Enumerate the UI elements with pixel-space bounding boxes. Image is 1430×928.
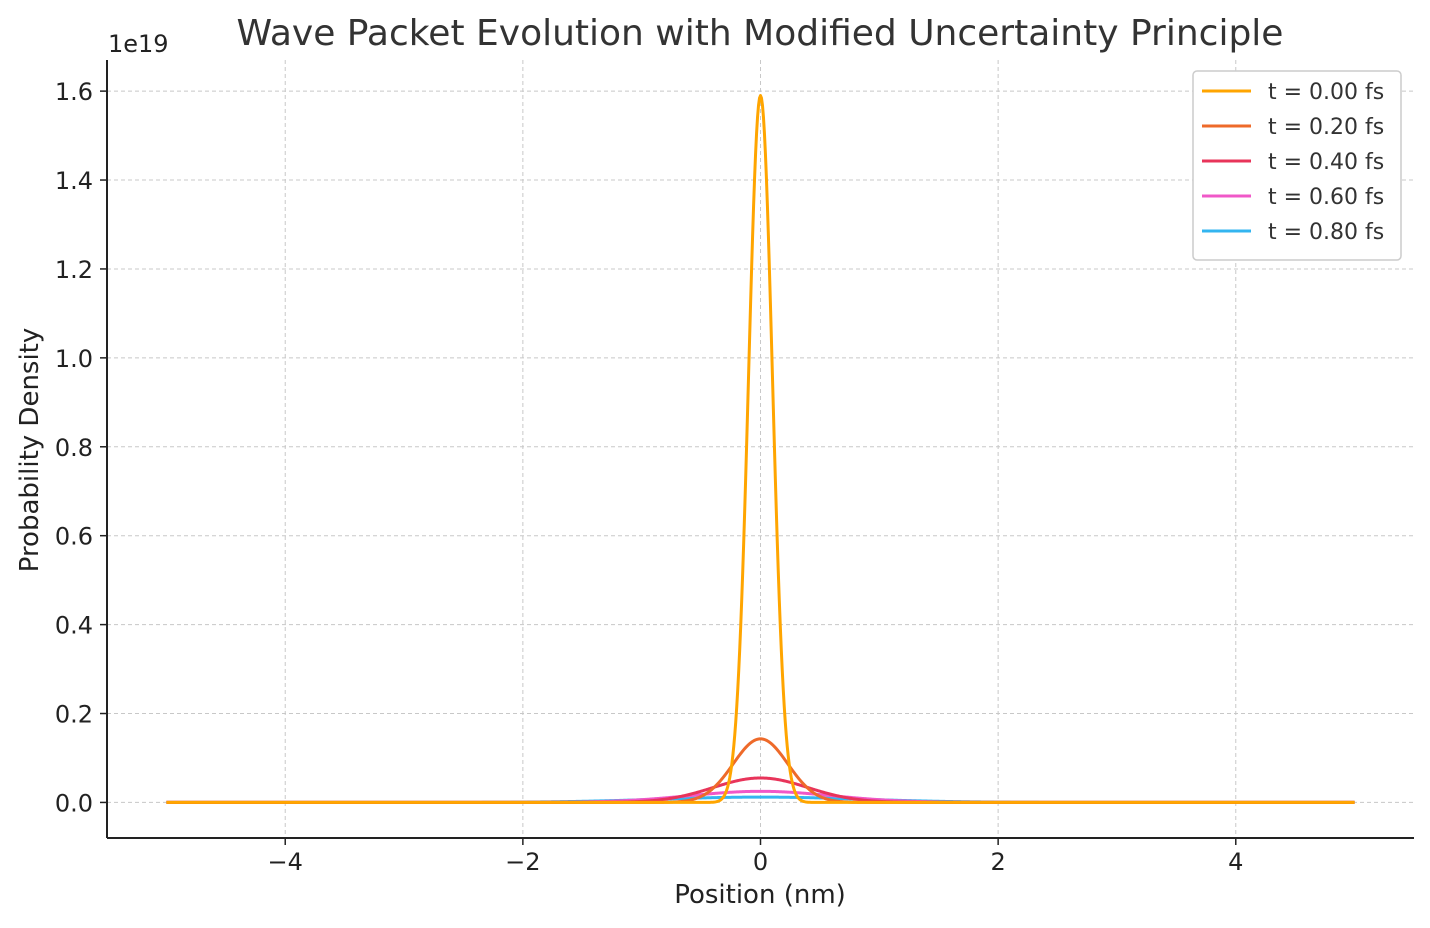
y-tick-label: 1.0 (55, 345, 93, 373)
y-tick-label: 1.4 (55, 167, 93, 195)
x-axis-label: Position (nm) (674, 880, 846, 910)
series-layer (165, 94, 1356, 804)
chart-title: Wave Packet Evolution with Modified Unce… (237, 13, 1284, 54)
y-tick-label: 0.8 (55, 434, 93, 462)
x-tick-label: 0 (753, 848, 768, 876)
y-tick-label: 0.2 (55, 701, 93, 729)
x-tick-label: 4 (1228, 848, 1243, 876)
grid-layer (107, 60, 1414, 838)
x-tick-label: −4 (268, 848, 303, 876)
y-tick-label: 0.4 (55, 612, 93, 640)
y-tick-label: 1.2 (55, 256, 93, 284)
y-axis-label: Probability Density (15, 328, 45, 573)
axes-layer: −4 −2 0 2 4 0.0 0.2 0.4 0.6 0.8 1.0 1.2 1.4 1.6 (55, 60, 1414, 876)
legend-label: t = 0.20 fs (1268, 115, 1384, 140)
legend-label: t = 0.60 fs (1268, 185, 1384, 210)
x-tick-label: 2 (990, 848, 1005, 876)
legend-frame (1192, 70, 1402, 261)
series-line (165, 94, 1356, 804)
legend-label: t = 0.40 fs (1268, 150, 1384, 175)
x-tick-label: −2 (505, 848, 540, 876)
legend-label: t = 0.80 fs (1268, 220, 1384, 245)
legend-label: t = 0.00 fs (1268, 80, 1384, 105)
y-tick-label: 0.6 (55, 523, 93, 551)
y-offset-label: 1e19 (108, 30, 169, 58)
legend: t = 0.00 fs t = 0.20 fs t = 0.40 fs t = 0.6… (1192, 70, 1402, 261)
y-tick-label: 1.6 (55, 78, 93, 106)
y-tick-label: 0.0 (55, 789, 93, 817)
